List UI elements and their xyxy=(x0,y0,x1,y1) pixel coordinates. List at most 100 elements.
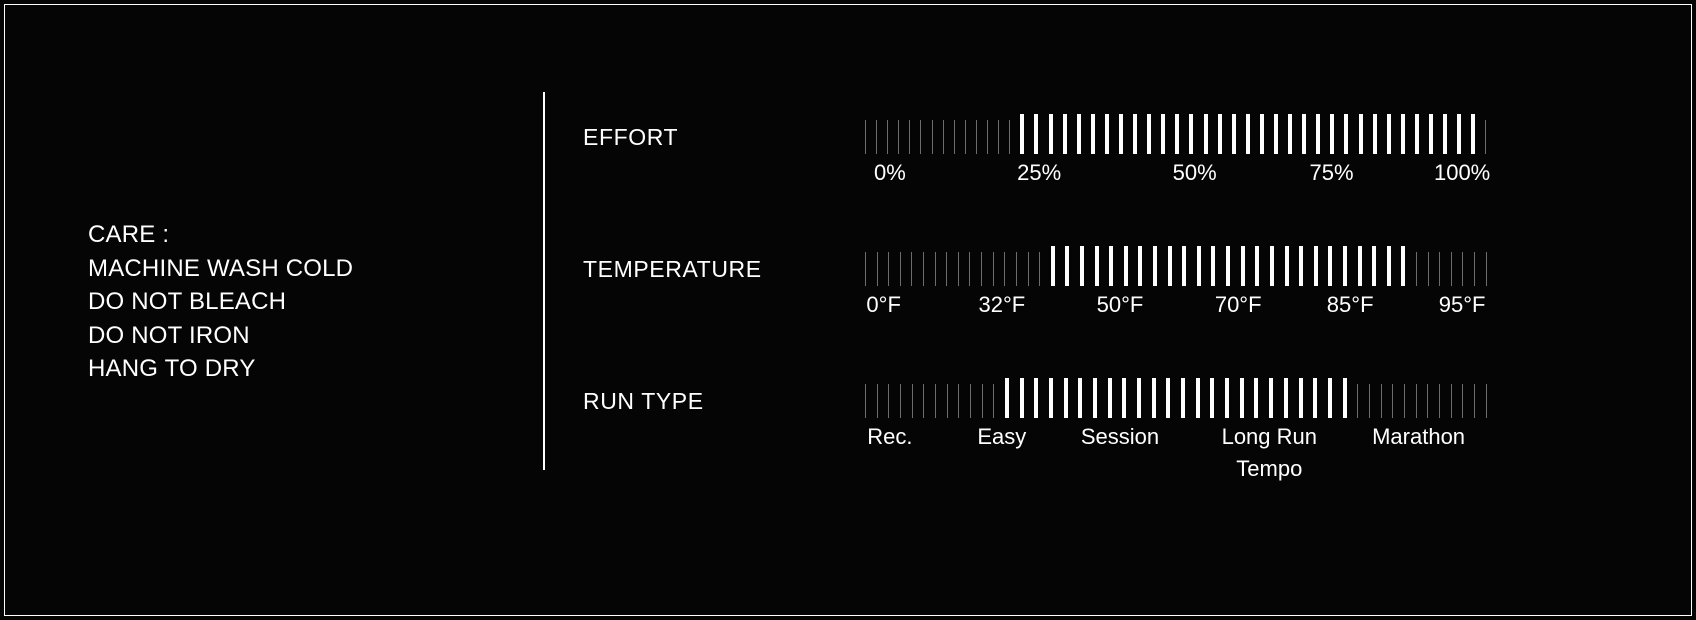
tick-label-row: 0°F 32°F 50°F 70°F 85°F 95°F xyxy=(865,292,1487,322)
tick-active xyxy=(1104,114,1109,154)
tick-inactive xyxy=(970,384,972,418)
tick-inactive xyxy=(865,120,866,154)
tick-active xyxy=(1327,378,1332,418)
tick-label-row: 0% 25% 50% 75% 100% xyxy=(865,160,1490,190)
tick-label: Marathon xyxy=(1372,424,1465,450)
care-line-4: HANG TO DRY xyxy=(88,355,256,382)
tick-active xyxy=(1034,378,1039,418)
tick-active xyxy=(1063,378,1068,418)
tick-inactive xyxy=(931,120,933,154)
tick-active xyxy=(1147,114,1152,154)
tick-inactive xyxy=(911,384,913,418)
gauge-label-run-type: RUN TYPE xyxy=(583,388,704,414)
tick-inactive xyxy=(1450,252,1452,286)
gauge-body: 0°F 32°F 50°F 70°F 85°F 95°F xyxy=(865,244,1487,322)
tick-inactive xyxy=(1027,252,1029,286)
vertical-divider xyxy=(543,92,545,470)
tick-inactive xyxy=(1462,384,1464,418)
tick-active xyxy=(1196,246,1201,286)
tick-inactive xyxy=(920,120,922,154)
tick-active xyxy=(1226,246,1231,286)
tick-active xyxy=(1166,378,1171,418)
tick-label-text: 0°F xyxy=(866,292,901,317)
tick-active xyxy=(1457,114,1462,154)
tick-inactive xyxy=(969,252,971,286)
tick-inactive xyxy=(934,252,936,286)
tick-active xyxy=(1175,114,1180,154)
tick-inactive xyxy=(923,252,925,286)
tick-active xyxy=(1245,114,1250,154)
tick-inactive xyxy=(888,384,890,418)
tick-inactive xyxy=(1473,384,1475,418)
tick-inactive xyxy=(981,384,983,418)
tick-label-text: 32°F xyxy=(978,292,1026,317)
tick-active xyxy=(1429,114,1434,154)
tick-active xyxy=(1020,114,1025,154)
tick-inactive xyxy=(1415,252,1417,286)
tick-active xyxy=(1283,378,1288,418)
tick-active xyxy=(1122,378,1127,418)
tick-label: 75% xyxy=(1309,160,1353,186)
tick-active xyxy=(1078,378,1083,418)
tick-active xyxy=(1217,114,1222,154)
tick-active xyxy=(1050,246,1055,286)
tick-inactive xyxy=(987,120,989,154)
tick-inactive xyxy=(887,120,889,154)
tick-label: 0% xyxy=(874,160,906,186)
tick-active xyxy=(1019,378,1024,418)
tick-strip[interactable] xyxy=(865,112,1487,154)
tick-inactive xyxy=(1415,384,1417,418)
tick-label: Long Run Tempo xyxy=(1222,424,1317,482)
tick-label: Rec. xyxy=(867,424,912,450)
tick-inactive xyxy=(865,252,866,286)
tick-label: 50% xyxy=(1173,160,1217,186)
tick-active xyxy=(1133,114,1138,154)
tick-inactive xyxy=(1004,252,1006,286)
tick-active xyxy=(1181,378,1186,418)
tick-inactive xyxy=(1427,384,1429,418)
tick-inactive xyxy=(992,252,994,286)
tick-active xyxy=(1313,246,1318,286)
tick-strip[interactable] xyxy=(865,244,1487,286)
tick-inactive xyxy=(993,384,995,418)
tick-label: 70°F xyxy=(1215,292,1262,318)
tick-active xyxy=(1079,246,1084,286)
gauge-body: Rec. Easy Session Long Run Tempo Marathon xyxy=(865,376,1487,481)
tick-inactive xyxy=(1485,120,1487,154)
tick-active xyxy=(1048,114,1053,154)
tick-label-text: Rec. xyxy=(867,424,913,449)
tick-label-row: Rec. Easy Session Long Run Tempo Marathon xyxy=(865,424,1487,481)
tick-label-subtext: Tempo xyxy=(1236,456,1303,481)
tick-inactive xyxy=(909,120,911,154)
tick-inactive xyxy=(1474,252,1476,286)
gauge-body: 0% 25% 50% 75% 100% xyxy=(865,112,1490,190)
tick-active xyxy=(1239,378,1244,418)
tick-active xyxy=(1153,246,1158,286)
tick-active xyxy=(1107,378,1112,418)
tick-inactive xyxy=(876,252,878,286)
tick-active xyxy=(1195,378,1200,418)
tick-active xyxy=(1372,246,1377,286)
tick-active xyxy=(1255,246,1260,286)
tick-label-text: 0% xyxy=(873,160,906,185)
tick-label-text: 70°F xyxy=(1214,292,1262,317)
tick-active xyxy=(1240,246,1245,286)
tick-inactive xyxy=(981,252,983,286)
tick-active xyxy=(1386,114,1391,154)
tick-inactive xyxy=(899,252,901,286)
tick-inactive xyxy=(876,384,878,418)
gauge-label-effort: EFFORT xyxy=(583,124,679,150)
tick-label-text: Long Run xyxy=(1221,424,1318,449)
tick-active xyxy=(1076,114,1081,154)
tick-label-text: 50% xyxy=(1172,160,1217,185)
tick-active xyxy=(1401,246,1406,286)
tick-inactive xyxy=(1015,252,1017,286)
tick-active xyxy=(1167,246,1172,286)
tick-active xyxy=(1138,246,1143,286)
tick-active xyxy=(1062,114,1067,154)
tick-label: Session xyxy=(1081,424,1159,450)
tick-strip[interactable] xyxy=(865,376,1487,418)
tick-active xyxy=(1049,378,1054,418)
tick-active xyxy=(1471,114,1476,154)
